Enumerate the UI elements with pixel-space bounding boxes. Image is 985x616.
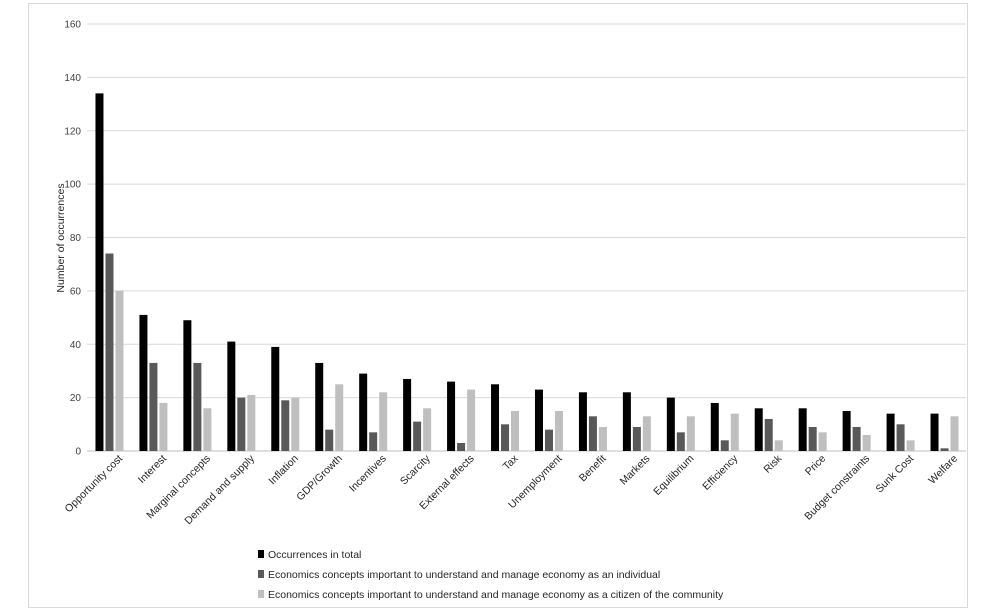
bar-risk-series-1: [754, 408, 763, 451]
x-category-label: Markets: [618, 453, 653, 488]
bar-efficiency-series-1: [710, 402, 719, 451]
legend-swatch: [258, 590, 264, 598]
y-tick-label: 80: [70, 233, 82, 244]
x-category-label: Price: [803, 453, 829, 479]
x-category-label: Interest: [136, 453, 169, 486]
y-tick-label: 40: [70, 340, 82, 351]
bar-budget-constraints-series-2: [852, 426, 861, 451]
bar-scarcity-series-2: [413, 421, 422, 451]
bar-incentives-series-2: [369, 432, 378, 451]
y-tick-label: 0: [75, 447, 81, 458]
bar-incentives-series-3: [379, 392, 388, 451]
x-category-label: Risk: [761, 452, 784, 475]
bar-tax-series-1: [491, 384, 500, 451]
bar-equilibrium-series-3: [686, 416, 695, 451]
bar-marginal-concepts-series-1: [183, 320, 192, 451]
x-category-label: GDP/Growth: [294, 453, 345, 504]
bar-scarcity-series-1: [403, 378, 412, 451]
bar-interest-series-3: [159, 402, 168, 451]
bar-marginal-concepts-series-2: [193, 362, 202, 451]
y-axis-ticks: 0 20 40 60 80 100 120 140 160: [64, 20, 81, 458]
bar-demand-and-supply-series-3: [247, 394, 256, 451]
x-category-label: Efficiency: [700, 452, 741, 493]
bar-interest-series-1: [139, 314, 148, 451]
bar-sunk-cost-series-3: [906, 440, 915, 451]
legend-swatch: [258, 550, 264, 558]
bar-scarcity-series-3: [423, 408, 432, 451]
bar-benefit-series-3: [598, 426, 607, 451]
bar-inflation-series-3: [291, 397, 300, 451]
y-tick-label: 160: [64, 20, 81, 31]
bar-budget-constraints-series-3: [862, 434, 871, 451]
x-category-label: Sunk Cost: [873, 453, 916, 496]
bar-opportunity-cost-series-2: [105, 253, 114, 451]
bar-external-effects-series-3: [467, 389, 476, 451]
x-category-label: Equilibrium: [651, 452, 696, 497]
chart-frame: [28, 3, 968, 608]
bar-equilibrium-series-1: [666, 397, 675, 451]
bar-external-effects-series-2: [457, 442, 466, 451]
bar-opportunity-cost-series-3: [115, 290, 124, 451]
bar-welfare-series-1: [930, 413, 939, 451]
legend-swatch: [258, 570, 264, 578]
y-tick-label: 60: [70, 286, 82, 297]
bar-markets-series-1: [622, 392, 631, 451]
y-tick-label: 140: [64, 73, 81, 84]
x-category-label: Tax: [501, 452, 522, 473]
bar-unemployment-series-2: [544, 429, 553, 451]
bar-price-series-2: [808, 426, 817, 451]
legend-label: Economics concepts important to understa…: [268, 569, 660, 581]
x-category-label: Welfare: [926, 453, 960, 487]
bar-welfare-series-3: [950, 416, 959, 451]
bar-inflation-series-1: [271, 346, 280, 451]
bar-sunk-cost-series-2: [896, 424, 905, 451]
bar-risk-series-2: [764, 418, 773, 451]
bar-risk-series-3: [774, 440, 783, 451]
bar-unemployment-series-3: [554, 410, 563, 451]
bar-demand-and-supply-series-2: [237, 397, 246, 451]
bar-gdp-growth-series-3: [335, 384, 344, 451]
bar-sunk-cost-series-1: [886, 413, 895, 451]
x-category-label: Opportunity cost: [63, 453, 126, 516]
legend: Occurrences in total Economics concepts i…: [258, 549, 724, 601]
bar-benefit-series-2: [588, 416, 597, 451]
x-category-label: Scarcity: [398, 452, 433, 487]
gridlines: [87, 23, 966, 452]
bars: [95, 93, 959, 451]
bar-efficiency-series-2: [720, 440, 729, 451]
x-category-label: Incentives: [347, 453, 389, 495]
y-tick-label: 100: [64, 180, 81, 191]
bar-interest-series-2: [149, 362, 158, 451]
bar-tax-series-3: [511, 410, 520, 451]
bar-equilibrium-series-2: [676, 432, 685, 451]
bar-gdp-growth-series-2: [325, 429, 334, 451]
bar-welfare-series-2: [940, 448, 949, 451]
bar-markets-series-3: [642, 416, 651, 451]
bar-budget-constraints-series-1: [842, 410, 851, 451]
bar-benefit-series-1: [578, 392, 587, 451]
bar-gdp-growth-series-1: [315, 362, 324, 451]
x-category-label: Inflation: [266, 453, 301, 488]
bar-markets-series-2: [632, 426, 641, 451]
bar-demand-and-supply-series-1: [227, 341, 236, 451]
y-tick-label: 120: [64, 126, 81, 137]
bar-incentives-series-1: [359, 373, 368, 451]
bar-opportunity-cost-series-1: [95, 93, 104, 451]
bar-external-effects-series-1: [447, 381, 456, 451]
bar-marginal-concepts-series-3: [203, 408, 212, 451]
bar-price-series-3: [818, 432, 827, 451]
bar-efficiency-series-3: [730, 413, 739, 451]
bar-inflation-series-2: [281, 400, 290, 451]
bar-unemployment-series-1: [534, 389, 543, 451]
legend-label: Economics concepts important to understa…: [268, 589, 724, 601]
bar-tax-series-2: [501, 424, 510, 451]
bar-price-series-1: [798, 408, 807, 451]
y-axis-label: Number of occurrences: [55, 183, 67, 292]
y-tick-label: 20: [70, 393, 82, 404]
x-category-label: Benefit: [577, 453, 609, 485]
legend-label: Occurrences in total: [268, 549, 361, 561]
